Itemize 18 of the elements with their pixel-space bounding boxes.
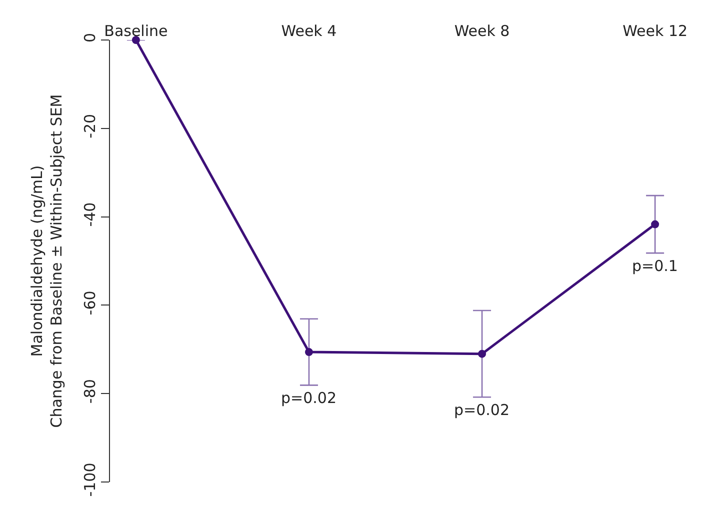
y-axis-title: Malondialdehyde (ng/mL) Change from Baseline ± Within-Subject SEM xyxy=(28,94,66,428)
point xyxy=(478,350,486,358)
y-tick-label: -100 xyxy=(81,462,99,497)
annotation: p=0.02 xyxy=(281,389,336,407)
x-tick-label: Week 12 xyxy=(622,22,688,40)
point xyxy=(132,36,140,44)
x-tick-label: Week 4 xyxy=(281,22,337,40)
y-tick-label: -60 xyxy=(81,290,99,316)
x-tick-label: Baseline xyxy=(104,22,168,40)
point xyxy=(651,220,660,228)
annotation: p=0.02 xyxy=(454,401,510,419)
point xyxy=(304,348,313,356)
y-tick-label: -40 xyxy=(81,202,99,227)
y-tick-label: -80 xyxy=(81,379,99,404)
y-tick-label: 0 xyxy=(81,32,99,43)
x-tick-label: Week 8 xyxy=(454,22,510,40)
annotation: p=0.1 xyxy=(632,257,678,275)
y-tick-label: -20 xyxy=(81,114,99,138)
